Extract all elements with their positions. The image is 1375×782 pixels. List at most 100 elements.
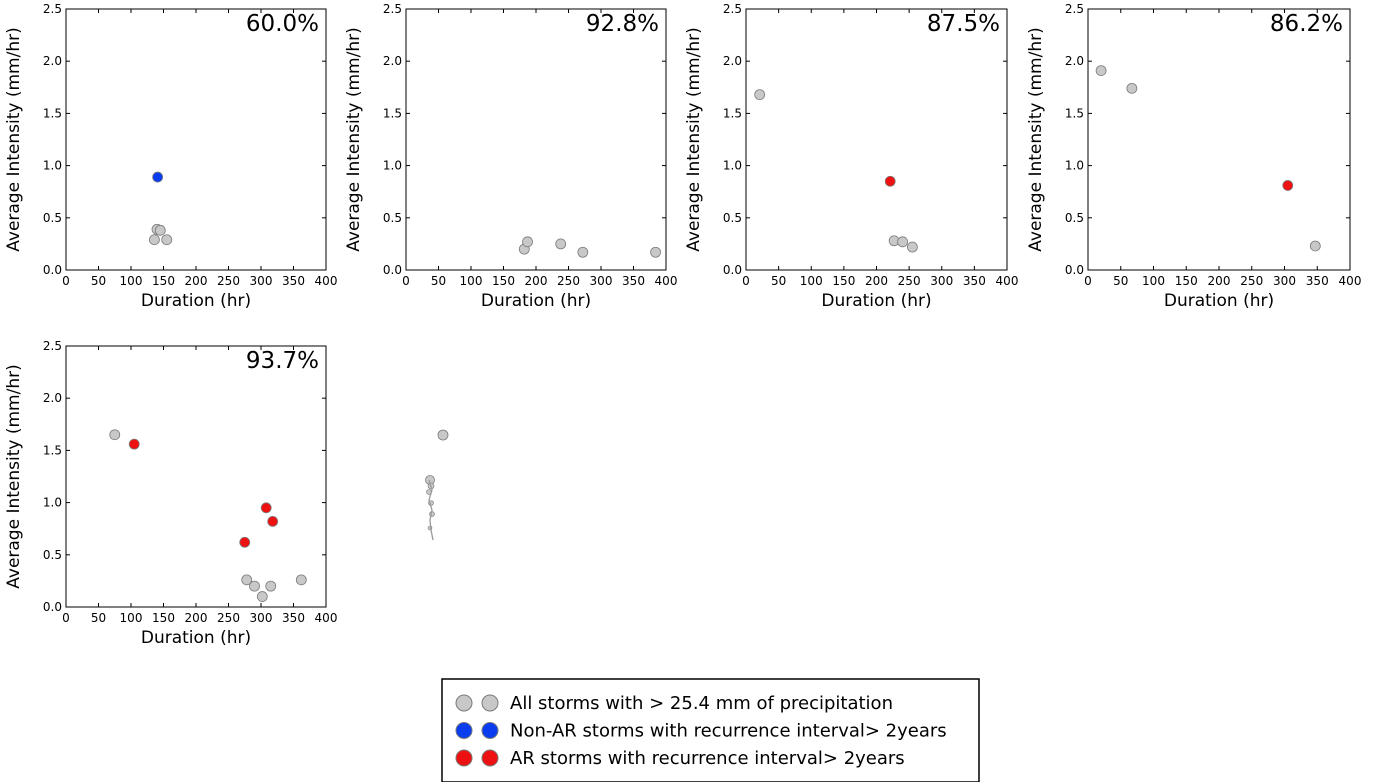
x-tick-label: 350 [963, 274, 986, 288]
x-tick-label: 300 [250, 274, 273, 288]
x-tick-label: 50 [91, 274, 106, 288]
data-point-all [650, 246, 661, 258]
y-tick-label: 0.5 [43, 211, 62, 225]
x-axis-title: Duration (hr) [481, 291, 591, 311]
legend-items: All storms with > 25.4 mm of precipitati… [455, 693, 947, 769]
legend-marker [455, 722, 473, 739]
y-tick-label: 2.0 [43, 391, 62, 405]
y-axis-title: Average Intensity (mm/hr) [1026, 27, 1046, 252]
y-tick-label: 0.0 [43, 263, 62, 277]
x-tick-label: 150 [152, 611, 175, 625]
x-tick-label: 400 [315, 274, 338, 288]
x-tick-label: 250 [1240, 274, 1263, 288]
legend-label: Non-AR storms with recurrence interval> … [510, 721, 947, 742]
y-tick-label: 1.0 [723, 159, 742, 173]
x-tick-label: 100 [120, 274, 143, 288]
x-tick-label: 200 [185, 611, 208, 625]
x-tick-label: 200 [865, 274, 888, 288]
x-tick-label: 350 [282, 274, 305, 288]
data-point-ar [260, 502, 272, 514]
x-tick-label: 50 [431, 274, 446, 288]
panel-percentage: 86.2% [1270, 11, 1343, 37]
y-tick-label: 2.5 [43, 339, 62, 353]
plot-frame [65, 345, 327, 608]
legend-label: AR storms with recurrence interval> 2yea… [510, 748, 905, 769]
x-tick-label: 350 [622, 274, 645, 288]
data-point-all [522, 236, 533, 248]
x-tick-label: 400 [655, 274, 678, 288]
x-tick-label: 0 [1084, 274, 1092, 288]
panel-percentage: 87.5% [927, 11, 1000, 37]
y-tick-label: 1.0 [43, 496, 62, 510]
x-tick-label: 50 [771, 274, 786, 288]
x-axis-title: Duration (hr) [141, 628, 251, 648]
x-tick-label: 250 [217, 611, 240, 625]
plot-frame [65, 8, 327, 271]
x-tick-label: 400 [996, 274, 1019, 288]
x-tick-label: 200 [1208, 274, 1231, 288]
legend-item-all: All storms with > 25.4 mm of precipitati… [455, 693, 893, 714]
scatter-panel-4: 0 50 100 150 200 250 300 350 400 0.0 0.5 1.0 1.5 2.0 2… [1026, 2, 1361, 311]
data-point-all [555, 238, 567, 250]
legend-marker [455, 749, 473, 767]
panel-percentage: 92.8% [586, 11, 659, 37]
x-tick-label: 0 [62, 274, 70, 288]
x-tick-label: 300 [930, 274, 953, 288]
y-tick-label: 1.5 [723, 106, 742, 120]
x-tick-label: 300 [590, 274, 613, 288]
data-point-all [109, 429, 121, 441]
data-point-all [256, 591, 268, 602]
data-point-all [1126, 82, 1138, 94]
data-point-all [295, 574, 307, 586]
data-point-ar [239, 536, 251, 548]
y-tick-label: 0.0 [43, 600, 62, 614]
y-tick-label: 2.5 [723, 2, 742, 16]
stray-trail [428, 479, 434, 541]
panel-percentage: 60.0% [246, 11, 319, 37]
y-tick-label: 2.0 [43, 54, 62, 68]
y-tick-label: 0.5 [1065, 211, 1084, 225]
x-tick-label: 350 [282, 611, 305, 625]
x-tick-label: 350 [1306, 274, 1329, 288]
legend-item-nonar: Non-AR storms with recurrence interval> … [455, 721, 947, 742]
scatter-panel-2: 0 50 100 150 200 250 300 350 400 0.0 0.5 1.0 1.5 2.0 2… [344, 2, 677, 311]
x-tick-label: 250 [217, 274, 240, 288]
x-tick-label: 300 [1273, 274, 1296, 288]
panels: 0 50 100 150 200 250 300 350 400 0.0 0.5 1.0 1.5 2.0 2… [4, 2, 1361, 648]
y-tick-label: 1.0 [43, 159, 62, 173]
x-axis-title: Duration (hr) [821, 291, 931, 311]
x-tick-label: 150 [152, 274, 175, 288]
y-tick-label: 0.5 [383, 211, 402, 225]
x-tick-label: 150 [832, 274, 855, 288]
y-tick-label: 1.0 [383, 159, 402, 173]
y-axis-title: Average Intensity (mm/hr) [4, 364, 24, 589]
y-tick-label: 0.0 [383, 263, 402, 277]
y-tick-label: 0.0 [723, 263, 742, 277]
x-axis-title: Duration (hr) [141, 291, 251, 311]
x-tick-label: 200 [185, 274, 208, 288]
y-tick-label: 2.5 [383, 2, 402, 16]
x-tick-label: 0 [62, 611, 70, 625]
legend-marker [481, 722, 499, 739]
x-tick-label: 0 [402, 274, 410, 288]
legend: All storms with > 25.4 mm of precipitati… [441, 678, 980, 782]
y-tick-label: 2.0 [723, 54, 742, 68]
y-tick-label: 2.0 [383, 54, 402, 68]
data-point-all [249, 580, 260, 592]
data-point-nonar [152, 171, 164, 183]
x-tick-label: 150 [492, 274, 515, 288]
data-point-all [897, 236, 908, 248]
y-tick-label: 2.5 [1065, 2, 1084, 16]
x-tick-label: 200 [525, 274, 548, 288]
x-tick-label: 300 [250, 611, 273, 625]
legend-marker [481, 694, 499, 712]
stray-point [437, 429, 449, 441]
data-point-all [148, 234, 160, 246]
y-tick-label: 2.0 [1065, 54, 1084, 68]
scatter-panel-1: 0 50 100 150 200 250 300 350 400 0.0 0.5 1.0 1.5 2.0 2… [4, 2, 337, 311]
data-point-ar [884, 175, 896, 187]
x-axis-title: Duration (hr) [1164, 291, 1274, 311]
data-point-all [265, 580, 277, 592]
y-tick-label: 1.5 [383, 106, 402, 120]
